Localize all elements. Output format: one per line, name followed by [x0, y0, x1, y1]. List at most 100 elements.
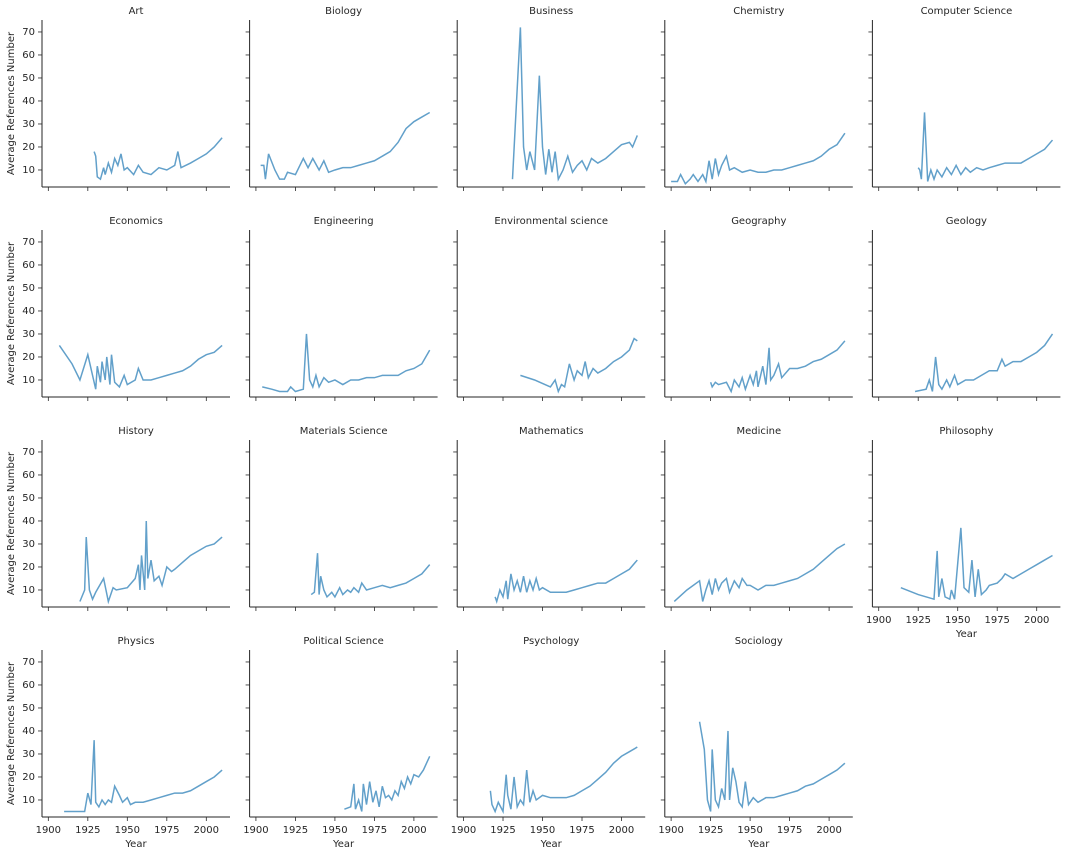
data-line — [93, 137, 223, 181]
data-line — [900, 527, 1053, 601]
y-tick-label: 70 — [22, 657, 35, 668]
x-tick-label: 1950 — [530, 825, 555, 836]
panel: Business — [453, 6, 646, 191]
data-line — [709, 340, 846, 394]
data-line — [489, 746, 638, 815]
y-tick-label: 60 — [22, 680, 35, 691]
panel: Chemistry — [660, 6, 853, 191]
x-tick-label: 1900 — [866, 615, 891, 626]
y-tick-label: 70 — [22, 27, 35, 38]
x-tick-label: 1925 — [905, 615, 930, 626]
data-line — [917, 112, 1054, 182]
panel: Psychology 1900 1925 1950 1975 2000 Year — [451, 636, 646, 850]
y-tick-label: 60 — [22, 50, 35, 61]
data-line — [58, 344, 223, 390]
panel-title: Sociology — [735, 636, 783, 647]
x-tick-label: 2000 — [1024, 615, 1049, 626]
x-tick-label: 1975 — [777, 825, 802, 836]
data-line — [260, 111, 431, 180]
panel: Engineering — [245, 216, 438, 401]
panel: Medicine — [660, 426, 853, 611]
y-tick-label: 50 — [22, 283, 35, 294]
panel-title: History — [118, 426, 154, 437]
data-line — [671, 132, 846, 186]
data-line — [520, 337, 638, 394]
panel: History 10 20 30 40 50 60 70 Average References … — [6, 426, 230, 611]
y-tick-label: 50 — [22, 703, 35, 714]
x-tick-label: 1950 — [322, 825, 347, 836]
panel-title: Computer Science — [921, 6, 1013, 17]
x-tick-label: 1975 — [984, 615, 1009, 626]
y-axis-label: Average References Number — [6, 661, 17, 805]
panel-title: Materials Science — [300, 426, 388, 437]
y-tick-label: 60 — [22, 470, 35, 481]
panel-title: Geography — [731, 216, 786, 227]
y-tick-label: 40 — [22, 726, 35, 737]
data-line — [310, 553, 431, 599]
panel: Sociology 1900 1925 1950 1975 2000 Year — [658, 636, 853, 850]
data-line — [494, 559, 638, 605]
panel-title: Biology — [325, 6, 362, 17]
x-tick-label: 1950 — [945, 615, 970, 626]
x-tick-label: 2000 — [401, 825, 426, 836]
x-axis-label: Year — [124, 839, 147, 850]
x-tick-label: 1925 — [283, 825, 308, 836]
data-line — [914, 333, 1054, 393]
x-tick-label: 1950 — [115, 825, 140, 836]
panel: Materials Science — [245, 426, 438, 611]
panel-title: Business — [529, 6, 573, 17]
y-tick-label: 10 — [22, 795, 35, 806]
x-axis-label: Year — [747, 839, 770, 850]
panel: Environmental science — [453, 216, 646, 401]
data-line — [698, 721, 846, 812]
data-line — [79, 520, 223, 605]
panel: Geology — [868, 216, 1061, 401]
x-tick-label: 1925 — [698, 825, 723, 836]
x-tick-label: 1925 — [490, 825, 515, 836]
data-line — [262, 333, 431, 393]
y-tick-label: 40 — [22, 96, 35, 107]
panel-title: Mathematics — [519, 426, 583, 437]
panel-title: Engineering — [314, 216, 374, 227]
panel: Biology — [245, 6, 438, 191]
y-tick-label: 70 — [22, 237, 35, 248]
y-tick-label: 20 — [22, 562, 35, 573]
panel-title: Medicine — [736, 426, 781, 437]
y-tick-label: 60 — [22, 260, 35, 271]
panel: Mathematics — [453, 426, 646, 611]
x-tick-label: 1975 — [569, 825, 594, 836]
panel-title: Art — [129, 6, 144, 17]
x-axis-label: Year — [955, 629, 978, 640]
x-tick-label: 2000 — [609, 825, 634, 836]
panel: Political Science 1900 1925 1950 1975 2000 Yea… — [243, 636, 438, 850]
data-line — [511, 27, 638, 182]
y-tick-label: 20 — [22, 352, 35, 363]
x-tick-label: 1975 — [362, 825, 387, 836]
y-tick-label: 30 — [22, 329, 35, 340]
x-tick-label: 2000 — [194, 825, 219, 836]
panel-title: Environmental science — [494, 216, 608, 227]
panel: Economics 10 20 30 40 50 60 70 Average Reference… — [6, 216, 230, 401]
panel: Philosophy 1900 1925 1950 1975 2000 Year — [866, 426, 1061, 640]
panel-title: Philosophy — [939, 426, 993, 437]
y-tick-label: 30 — [22, 539, 35, 550]
x-tick-label: 1975 — [154, 825, 179, 836]
x-axis-label: Year — [540, 839, 563, 850]
x-tick-label: 1900 — [451, 825, 476, 836]
y-axis-label: Average References Number — [6, 241, 17, 385]
panel: Physics 10 20 30 40 50 60 70 1900 1925 1950 1975 200… — [6, 636, 230, 850]
x-axis-label: Year — [332, 839, 355, 850]
y-tick-label: 30 — [22, 119, 35, 130]
x-tick-label: 1900 — [36, 825, 61, 836]
x-tick-label: 1900 — [658, 825, 683, 836]
panel-title: Psychology — [523, 636, 579, 647]
data-line — [673, 543, 846, 603]
data-line — [64, 740, 223, 813]
panel-title: Physics — [118, 636, 155, 647]
x-tick-label: 2000 — [816, 825, 841, 836]
y-tick-label: 70 — [22, 447, 35, 458]
y-tick-label: 50 — [22, 73, 35, 84]
panel-title: Chemistry — [733, 6, 784, 17]
data-line — [344, 755, 431, 812]
